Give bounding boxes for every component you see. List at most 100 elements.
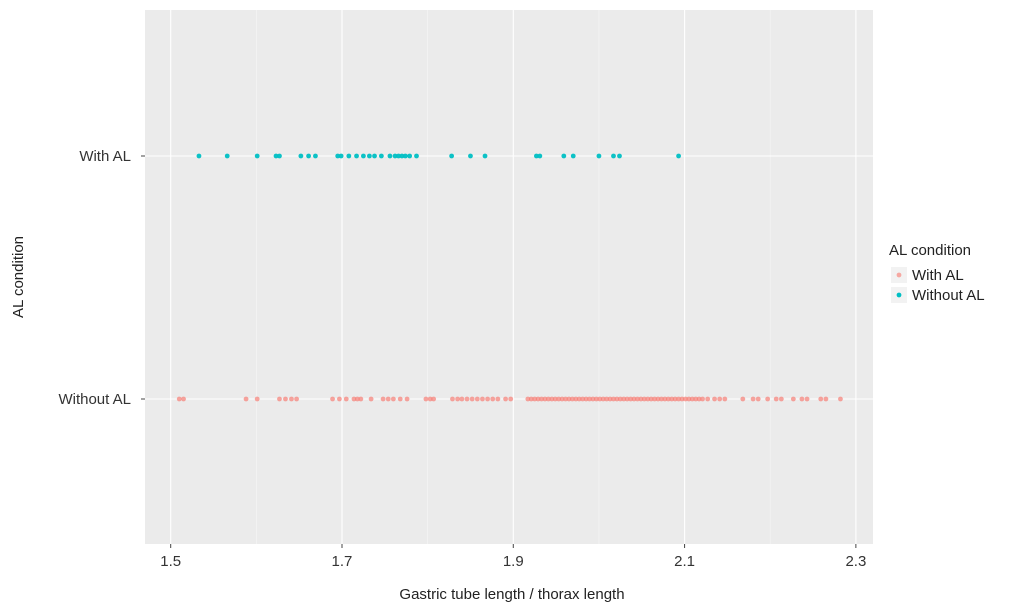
data-point bbox=[740, 396, 746, 402]
data-point bbox=[566, 396, 572, 402]
data-point bbox=[597, 396, 603, 402]
data-point bbox=[450, 396, 455, 402]
data-point bbox=[273, 153, 279, 159]
data-point bbox=[750, 396, 756, 402]
data-point bbox=[689, 396, 695, 402]
data-point bbox=[624, 396, 630, 402]
x-tick-label: 2.3 bbox=[845, 553, 866, 570]
data-point bbox=[672, 396, 678, 402]
data-point bbox=[818, 396, 824, 402]
data-point bbox=[583, 396, 589, 402]
data-point bbox=[490, 396, 496, 402]
legend-label-with-al: With AL bbox=[912, 267, 964, 284]
y-tick-label: Without AL bbox=[58, 391, 131, 408]
data-point bbox=[283, 396, 288, 402]
data-point bbox=[508, 396, 514, 402]
data-point bbox=[525, 396, 531, 402]
data-point bbox=[773, 396, 779, 402]
legend-marker-without-al bbox=[896, 292, 902, 298]
data-point bbox=[679, 396, 685, 402]
y-axis-title: AL condition bbox=[10, 236, 27, 318]
x-tick-label: 2.1 bbox=[674, 553, 695, 570]
x-axis-title: Gastric tube length / thorax length bbox=[399, 586, 624, 603]
data-point bbox=[423, 396, 429, 402]
data-point bbox=[346, 153, 352, 159]
data-point bbox=[665, 396, 671, 402]
data-point bbox=[397, 396, 403, 402]
data-point bbox=[590, 396, 596, 402]
data-point bbox=[561, 153, 567, 159]
data-point bbox=[552, 396, 558, 402]
data-point bbox=[385, 396, 391, 402]
data-point bbox=[604, 396, 610, 402]
legend-marker-with-al bbox=[896, 272, 902, 278]
data-point bbox=[607, 396, 613, 402]
data-point bbox=[407, 153, 413, 159]
data-point bbox=[528, 396, 534, 402]
data-point bbox=[556, 396, 562, 402]
x-tick-label: 1.7 bbox=[332, 553, 353, 570]
data-point bbox=[669, 396, 675, 402]
data-point bbox=[294, 396, 299, 402]
data-point bbox=[686, 396, 692, 402]
data-point bbox=[696, 396, 702, 402]
data-point bbox=[641, 396, 647, 402]
data-point bbox=[390, 396, 396, 402]
legend-title: AL condition bbox=[889, 242, 971, 259]
data-point bbox=[535, 396, 541, 402]
legend: AL condition With AL Without AL bbox=[889, 242, 985, 304]
data-point bbox=[277, 396, 282, 402]
data-point bbox=[573, 396, 579, 402]
axes: 1.5 1.7 1.9 2.1 2.3 With AL Without AL bbox=[58, 148, 866, 570]
data-point bbox=[628, 396, 634, 402]
data-point bbox=[449, 153, 455, 159]
data-point bbox=[838, 396, 843, 402]
data-point bbox=[464, 396, 470, 402]
data-point bbox=[621, 396, 627, 402]
data-point bbox=[298, 153, 304, 159]
data-point bbox=[399, 153, 405, 159]
data-point bbox=[289, 396, 294, 402]
data-point bbox=[468, 153, 473, 159]
data-point bbox=[614, 396, 620, 402]
data-point bbox=[427, 396, 433, 402]
data-point bbox=[532, 396, 538, 402]
data-point bbox=[495, 396, 501, 402]
data-point bbox=[659, 396, 664, 402]
data-point bbox=[755, 396, 761, 402]
data-point bbox=[330, 396, 335, 402]
plot-panel bbox=[145, 10, 873, 544]
data-point bbox=[404, 396, 410, 402]
data-point bbox=[542, 396, 548, 402]
data-point bbox=[455, 396, 461, 402]
data-point bbox=[485, 396, 490, 402]
data-point bbox=[243, 396, 249, 402]
data-point bbox=[313, 153, 318, 159]
data-point bbox=[387, 153, 393, 159]
data-point bbox=[254, 396, 260, 402]
data-point bbox=[335, 153, 341, 159]
data-point bbox=[655, 396, 661, 402]
data-point bbox=[181, 396, 186, 402]
x-tick-label: 1.9 bbox=[503, 553, 524, 570]
data-point bbox=[648, 396, 654, 402]
data-point bbox=[705, 396, 711, 402]
data-point bbox=[645, 396, 651, 402]
data-point bbox=[372, 153, 377, 159]
data-point bbox=[611, 396, 616, 402]
data-point bbox=[355, 396, 360, 402]
data-point bbox=[569, 396, 575, 402]
data-point bbox=[570, 153, 576, 159]
data-point bbox=[804, 396, 810, 402]
legend-label-without-al: Without AL bbox=[912, 287, 985, 304]
data-point bbox=[545, 396, 551, 402]
data-point bbox=[717, 396, 723, 402]
data-point bbox=[482, 153, 488, 159]
data-point bbox=[700, 396, 705, 402]
data-point bbox=[368, 396, 374, 402]
data-point bbox=[480, 396, 485, 402]
data-point bbox=[799, 396, 805, 402]
data-point bbox=[611, 153, 616, 159]
data-point bbox=[539, 396, 544, 402]
